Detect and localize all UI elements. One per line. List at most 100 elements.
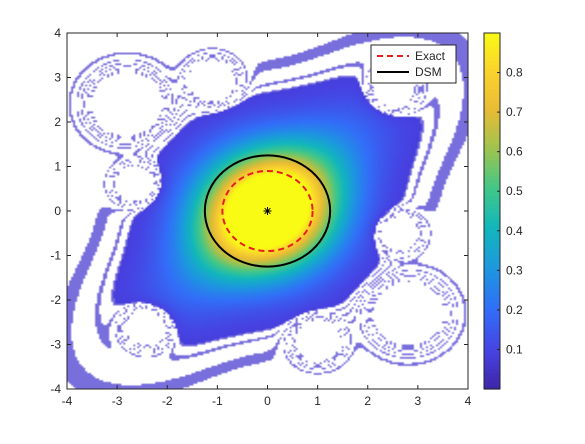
legend-label-dsm: DSM	[415, 65, 442, 79]
colorbar-tick-label: 0.2	[506, 303, 523, 317]
colorbar-segment	[484, 151, 500, 157]
colorbar-tick-label: 0.1	[506, 342, 523, 356]
colorbar-segment	[484, 131, 500, 137]
colorbar-tick-label: 0.5	[506, 184, 523, 198]
colorbar-segment	[484, 357, 500, 362]
colorbar-segment	[484, 108, 500, 113]
colorbar-segment	[484, 282, 500, 287]
colorbar-segment	[484, 171, 500, 176]
colorbar-segment	[484, 48, 500, 54]
y-tick-label: 1	[54, 160, 61, 174]
colorbar-segment	[484, 64, 500, 70]
series-dsm-curve	[203, 154, 332, 268]
colorbar-segment	[484, 84, 500, 89]
colorbar-segment	[484, 80, 500, 86]
colorbar-segment	[484, 381, 500, 386]
y-tick-label: 4	[54, 26, 61, 40]
colorbar-segment	[484, 191, 500, 196]
x-tick-label: -3	[112, 394, 123, 408]
colorbar-segment	[484, 135, 500, 141]
colorbar-segment	[484, 167, 500, 173]
colorbar-segment	[484, 56, 500, 62]
colorbar-segment	[484, 246, 500, 252]
colorbar-segment	[484, 127, 500, 133]
axes: -4 -3 -2 -1 0 1 2 3 4 -4 -3 -2 -1 0 1 2 3 4	[50, 26, 471, 408]
colorbar-segment	[484, 266, 500, 271]
colorbar-segment	[484, 36, 500, 42]
colorbar-frame	[483, 32, 501, 390]
colorbar-segment	[484, 353, 500, 358]
colorbar-segment	[484, 76, 500, 82]
colorbar-segment	[484, 365, 500, 370]
colorbar-segment	[484, 33, 500, 38]
colorbar-segment	[484, 116, 500, 121]
colorbar-segment	[484, 301, 500, 307]
colorbar-segment	[484, 329, 500, 335]
colorbar-segment	[484, 120, 500, 125]
colorbar-segment	[484, 159, 500, 165]
colorbar-segment	[484, 294, 500, 299]
colorbar-segment	[484, 226, 500, 232]
x-tick-label: -4	[62, 394, 73, 408]
y-tick-label: -2	[50, 293, 61, 307]
colorbar-segment	[484, 68, 500, 74]
colorbar-segment	[484, 234, 500, 240]
colorbar-segment	[484, 88, 500, 93]
colorbar-segment	[484, 262, 500, 267]
colorbar-segment	[484, 183, 500, 188]
colorbar-segment	[484, 309, 500, 315]
y-tick-label: -1	[50, 249, 61, 263]
colorbar-segment	[484, 163, 500, 169]
colorbar-segment	[484, 317, 500, 323]
colorbar-segment	[484, 325, 500, 331]
colorbar-segment	[484, 321, 500, 327]
colorbar-segment	[484, 104, 500, 109]
legend-box	[370, 44, 457, 84]
x-tick-label: -2	[162, 394, 173, 408]
colorbar-segment	[484, 258, 500, 264]
colorbar-segment	[484, 214, 500, 220]
colorbar-segment	[484, 92, 500, 97]
x-tick-label: -1	[212, 394, 223, 408]
colorbar-segment	[484, 250, 500, 256]
colorbar-segment	[484, 147, 500, 153]
colorbar-segment	[484, 349, 500, 354]
y-tick-label: -4	[50, 382, 61, 396]
colorbar-segment	[484, 373, 500, 378]
colorbar-segment	[484, 123, 500, 129]
x-tick-label: 4	[465, 394, 472, 408]
colorbar-segment	[484, 270, 500, 275]
colorbar-segment	[484, 139, 500, 145]
colorbar-segment	[484, 377, 500, 382]
colorbar-segment	[484, 298, 500, 303]
colorbar-segment	[484, 254, 500, 260]
y-tick-label: 2	[54, 115, 61, 129]
colorbar-segment	[484, 385, 500, 390]
legend-label-exact: Exact	[415, 49, 446, 63]
colorbar-segment	[484, 238, 500, 244]
colorbar-tick-label: 0.4	[506, 224, 523, 238]
y-tick-label: 0	[54, 204, 61, 218]
colorbar-segment	[484, 203, 500, 208]
colorbar-segment	[484, 179, 500, 184]
colorbar-segment	[484, 52, 500, 58]
colorbar-segment	[484, 290, 500, 295]
center-marker	[263, 207, 272, 215]
colorbar-segment	[484, 112, 500, 117]
plot-area	[67, 33, 468, 389]
colorbar-segment	[484, 278, 500, 283]
colorbar-segment	[484, 199, 500, 204]
colorbar-segment	[484, 218, 500, 224]
y-tick-label: -3	[50, 338, 61, 352]
colorbar-segment	[484, 60, 500, 66]
series-exact-curve	[221, 169, 314, 253]
x-tick-label: 3	[415, 394, 422, 408]
colorbar-segment	[484, 96, 500, 101]
colorbar-segment	[484, 274, 500, 279]
colorbar-segment	[484, 230, 500, 236]
colorbar-segment	[484, 44, 500, 50]
y-tick-label: 3	[54, 71, 61, 85]
colorbar: 0.1 0.2 0.3 0.4 0.5 0.6 0.7 0.8	[483, 32, 523, 390]
